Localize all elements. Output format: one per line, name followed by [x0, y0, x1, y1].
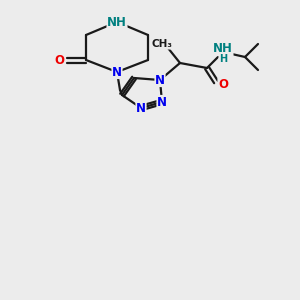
Text: N: N — [157, 95, 167, 109]
Text: NH: NH — [107, 16, 127, 28]
Text: H: H — [219, 54, 227, 64]
Text: N: N — [112, 65, 122, 79]
Text: O: O — [218, 79, 228, 92]
Text: N: N — [155, 74, 165, 86]
Text: O: O — [54, 53, 64, 67]
Text: NH: NH — [213, 43, 233, 56]
Text: CH₃: CH₃ — [152, 39, 172, 49]
Text: N: N — [136, 101, 146, 115]
